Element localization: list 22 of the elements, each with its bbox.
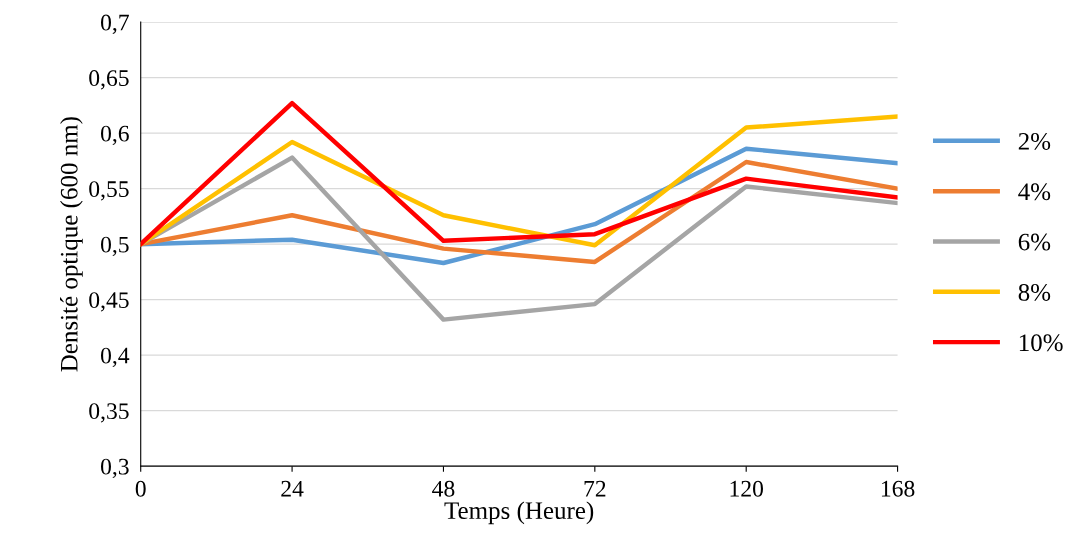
y-tick-label: 0,65 — [89, 70, 129, 90]
legend-label: 4% — [1018, 183, 1051, 201]
legend-label: 6% — [1018, 233, 1051, 251]
y-tick-label: 0,4 — [100, 347, 130, 367]
legend-label: 10% — [1019, 334, 1063, 352]
x-tick-label: 168 — [881, 480, 915, 497]
x-tick-label: 0 — [135, 480, 146, 497]
y-tick-label: 0,3 — [100, 458, 129, 478]
y-tick-label: 0,35 — [89, 403, 129, 423]
y-tick-label: 0,7 — [100, 14, 129, 34]
x-tick-label: 24 — [281, 480, 304, 497]
x-tick-label: 48 — [432, 480, 455, 497]
legend-label: 2% — [1018, 132, 1051, 150]
y-tick-label: 0,5 — [100, 236, 129, 256]
x-tick-label: 120 — [730, 480, 764, 497]
y-tick-label: 0,45 — [89, 292, 129, 312]
y-tick-label: 0,6 — [100, 125, 129, 145]
legend-label: 8% — [1018, 283, 1051, 301]
y-axis-title: Densité optique (600 nm) — [60, 117, 83, 372]
y-tick-label: 0,55 — [89, 181, 129, 201]
x-axis-title: Temps (Heure) — [444, 501, 594, 525]
x-tick-label: 72 — [584, 480, 606, 497]
